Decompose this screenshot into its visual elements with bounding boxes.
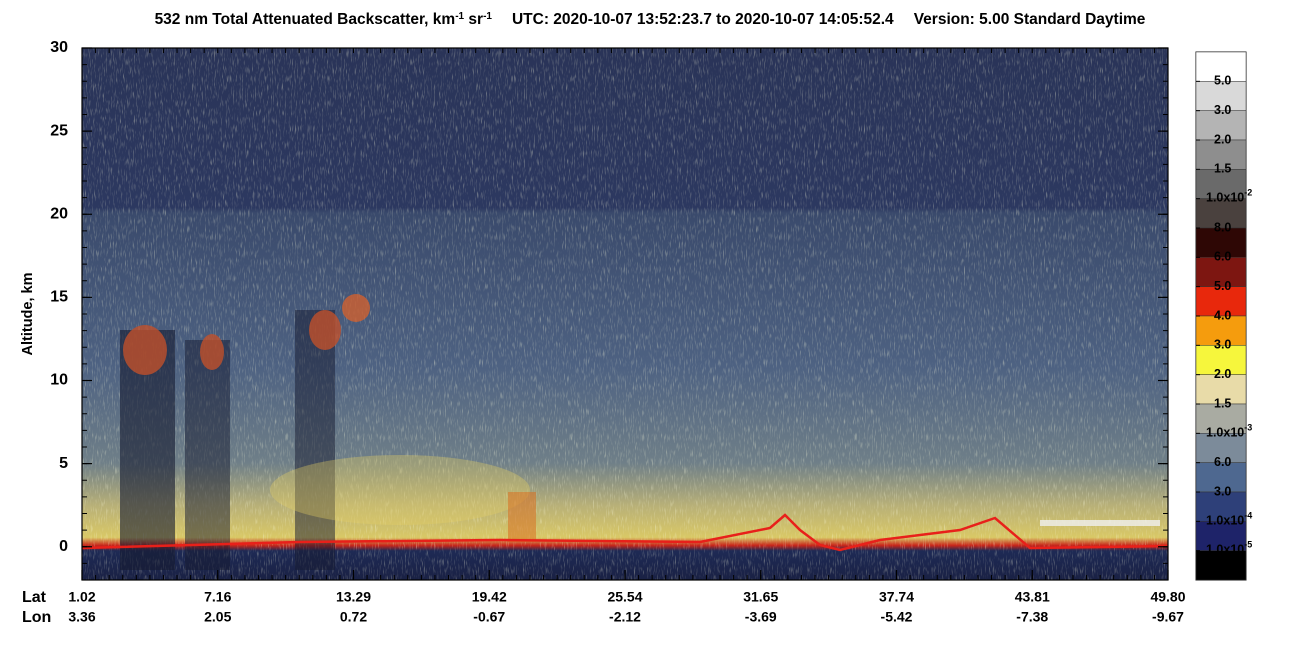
colorbar-label: 3.0 xyxy=(1214,338,1231,352)
colorbar-swatch xyxy=(1195,110,1247,141)
colorbar-label-exponent: -2 xyxy=(1244,188,1252,198)
colorbar-swatch xyxy=(1195,462,1247,493)
title-segment: -1 xyxy=(455,11,464,22)
lat-tick-label: 43.81 xyxy=(1015,589,1050,605)
colorbar-swatch xyxy=(1195,286,1247,317)
colorbar-swatch xyxy=(1195,139,1247,170)
colorbar-label: 5.0 xyxy=(1214,279,1231,293)
colorbar-label: 1.0x10-3 xyxy=(1206,423,1252,440)
lat-tick-label: 37.74 xyxy=(879,589,914,605)
lat-tick-label: 49.80 xyxy=(1150,589,1185,605)
lon-tick-label: 2.05 xyxy=(204,609,231,625)
title-segment: sr xyxy=(464,11,483,28)
cloud-top xyxy=(309,310,341,350)
lat-label: Lat xyxy=(22,589,47,606)
colorbar-label-mantissa: 1.0x10 xyxy=(1206,426,1244,440)
y-tick-label: 30 xyxy=(50,39,68,56)
lon-tick-label: -9.67 xyxy=(1152,609,1184,625)
cloud-column xyxy=(185,340,230,570)
y-tick-label: 5 xyxy=(59,455,68,472)
colorbar-label: 8.0 xyxy=(1214,220,1231,234)
low-cloud xyxy=(1040,520,1160,526)
aerosol-plume xyxy=(508,492,536,542)
lon-tick-label: 0.72 xyxy=(340,609,367,625)
title-segment: -1 xyxy=(483,11,492,22)
lon-tick-label: 3.36 xyxy=(68,609,95,625)
colorbar-swatch xyxy=(1195,374,1247,405)
colorbar-label-mantissa: 1.0x10 xyxy=(1206,543,1244,557)
colorbar-swatch xyxy=(1195,315,1247,346)
lon-tick-label: -3.69 xyxy=(745,609,777,625)
title-segment: 532 nm Total Attenuated Backscatter, km xyxy=(155,11,456,28)
colorbar-label: 2.0 xyxy=(1214,367,1231,381)
lat-tick-label: 31.65 xyxy=(743,589,778,605)
colorbar-label-exponent: -3 xyxy=(1244,423,1252,433)
colorbar-swatch xyxy=(1195,491,1247,522)
lat-tick-label: 1.02 xyxy=(68,589,95,605)
colorbar-swatch xyxy=(1195,257,1247,287)
colorbar-label-exponent: -4 xyxy=(1244,511,1252,521)
y-tick-label: 15 xyxy=(50,289,68,306)
surface-return xyxy=(82,513,1168,552)
colorbar-label-mantissa: 1.0x10 xyxy=(1206,191,1244,205)
colorbar-swatch xyxy=(1195,81,1247,111)
colorbar-label: 1.0x10-4 xyxy=(1206,511,1252,528)
cloud-column xyxy=(295,310,335,570)
colorbar-label: 1.0x10-2 xyxy=(1206,188,1252,205)
lat-tick-label: 25.54 xyxy=(607,589,642,605)
backscatter-noise xyxy=(82,48,1168,580)
colorbar-label: 1.5 xyxy=(1214,396,1231,410)
colorbar-swatch xyxy=(1195,198,1247,229)
colorbar-swatch xyxy=(1195,403,1247,434)
lat-tick-label: 19.42 xyxy=(472,589,507,605)
lat-tick-label: 7.16 xyxy=(204,589,231,605)
lat-tick-label: 13.29 xyxy=(336,589,371,605)
colorbar-label: 3.0 xyxy=(1214,103,1231,117)
title-version: Version: 5.00 Standard Daytime xyxy=(914,11,1146,28)
colorbar-swatch xyxy=(1195,550,1247,581)
lon-tick-label: -2.12 xyxy=(609,609,641,625)
colorbar-swatch xyxy=(1195,227,1247,258)
colorbar-label-exponent: -5 xyxy=(1244,540,1252,550)
y-tick-label: 0 xyxy=(59,538,68,555)
y-axis-label: Altitude, km xyxy=(20,273,36,356)
colorbar-label-mantissa: 1.0x10 xyxy=(1206,514,1244,528)
lon-tick-label: -7.38 xyxy=(1016,609,1048,625)
colorbar-label: 5.0 xyxy=(1214,74,1231,88)
colorbar-label: 2.0 xyxy=(1214,132,1231,146)
plot-area xyxy=(82,48,1168,580)
colorbar-label: 3.0 xyxy=(1214,484,1231,498)
lon-tick-label: -0.67 xyxy=(473,609,505,625)
y-tick-label: 25 xyxy=(50,122,68,139)
colorbar-label: 6.0 xyxy=(1214,455,1231,469)
cloud-top xyxy=(123,325,167,375)
title-utc: UTC: 2020-10-07 13:52:23.7 to 2020-10-07… xyxy=(512,11,894,28)
cloud-top xyxy=(200,334,224,370)
colorbar-swatch xyxy=(1195,433,1247,463)
colorbar-label: 1.5 xyxy=(1214,162,1231,176)
cloud-top xyxy=(342,294,370,322)
lon-tick-label: -5.42 xyxy=(881,609,913,625)
y-tick-label: 20 xyxy=(50,205,68,222)
chart-title: 532 nm Total Attenuated Backscatter, km-… xyxy=(155,11,1146,29)
colorbar-label: 4.0 xyxy=(1214,308,1231,322)
colorbar-label: 6.0 xyxy=(1214,250,1231,264)
aerosol-layer xyxy=(270,455,530,525)
colorbar-label: 1.0x10-5 xyxy=(1206,540,1252,557)
colorbar-swatch xyxy=(1195,169,1247,199)
lon-label: Lon xyxy=(22,609,51,626)
colorbar-swatch xyxy=(1195,51,1247,82)
y-tick-label: 10 xyxy=(50,372,68,389)
